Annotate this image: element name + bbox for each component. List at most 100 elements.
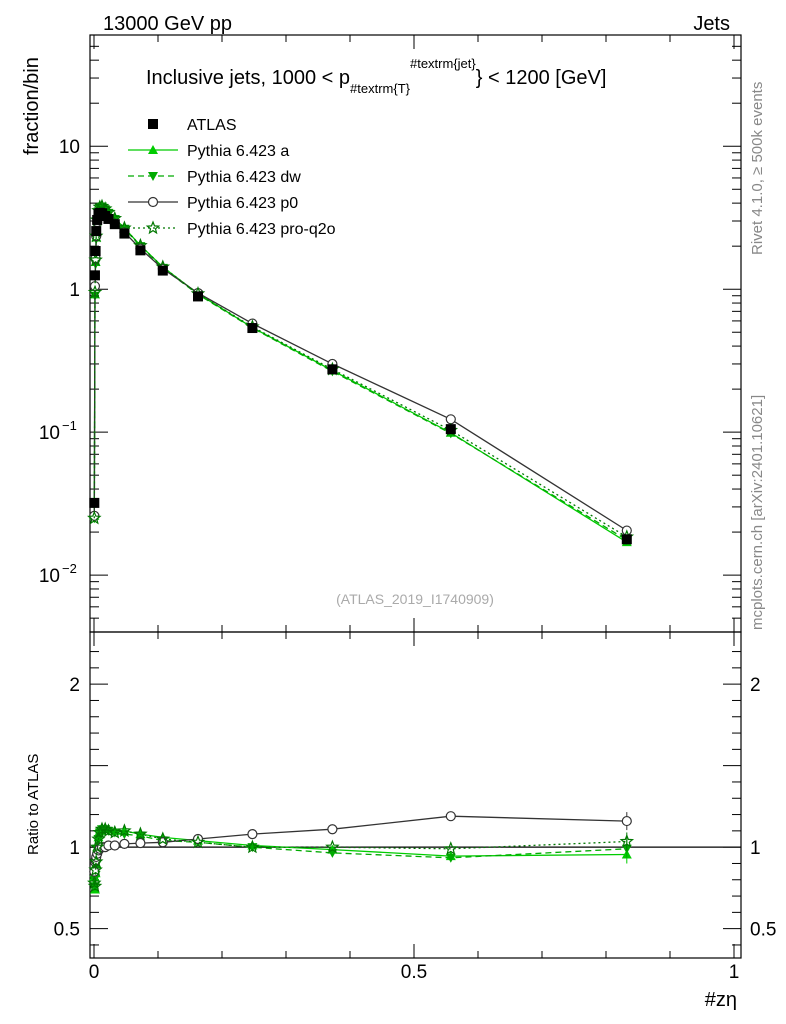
data-point: [119, 228, 130, 239]
y-tick-base: 10: [39, 423, 60, 444]
x-tick-label: 1: [729, 962, 740, 983]
legend-entry: Pythia 6.423 dw: [128, 169, 301, 186]
ratio-line: [93, 826, 627, 890]
ratio-point: [135, 837, 146, 849]
ratio-tick-label-right: 1: [750, 838, 761, 859]
data-point: [247, 323, 258, 334]
ratio-point: [87, 875, 102, 890]
x-axis-label: #zη: [705, 989, 737, 1011]
y-tick-exponent: −2: [62, 561, 77, 576]
series-layer: [87, 198, 635, 547]
ratio-point: [89, 839, 105, 854]
ratio-point: [88, 854, 104, 869]
title-prefix: Inclusive jets, 1000 < p: [146, 67, 350, 89]
data-point: [135, 245, 146, 256]
side-label-top: Rivet 4.1.0, ≥ 500k events: [749, 82, 766, 255]
ratio-point: [327, 824, 338, 835]
y-tick-label: 10: [59, 137, 80, 158]
ratio-point: [109, 840, 120, 851]
ratio-point: [621, 815, 632, 827]
ratio-series-pythia-6-423-a: [89, 822, 632, 894]
side-label-bottom: mcplots.cern.ch [arXiv:2401.10621]: [749, 395, 766, 630]
series-pythia-6-423-a: [89, 201, 632, 547]
legend: ATLAS Pythia 6.423 a Pythia 6.423 dw Pythia…: [128, 117, 336, 238]
y-tick-text: 1: [69, 280, 80, 301]
process-label: Jets: [693, 13, 730, 35]
x-tick-label: 0: [89, 962, 100, 983]
ratio-line: [93, 828, 627, 887]
data-point: [87, 284, 103, 299]
series-line: [93, 205, 628, 538]
legend-entry: Pythia 6.423 pro-q2o: [128, 220, 336, 238]
ratio-point: [107, 824, 123, 839]
data-point: [193, 291, 203, 302]
data-point: [103, 213, 114, 224]
ratio-point: [190, 834, 206, 849]
ratio-panel-frame: [89, 631, 742, 959]
y-tick-base: 10: [39, 566, 60, 587]
ratio-point: [101, 823, 116, 838]
ratio-point: [247, 829, 258, 840]
svg-text:Inclusive jets, 1000 < p#textr: Inclusive jets, 1000 < p#textrm{T} #textr…: [146, 56, 606, 96]
series-pythia-6-423-p0: [89, 207, 632, 536]
ratio-tick-label-left: 0.5: [54, 920, 80, 941]
ratio-line: [93, 815, 627, 872]
ratio-point: [619, 833, 635, 848]
ratio-point: [192, 833, 204, 845]
data-point: [445, 424, 456, 435]
data-point: [91, 226, 102, 237]
ratio-point: [245, 839, 260, 854]
y-tick-text: 10: [59, 137, 80, 158]
ratio-point: [119, 838, 130, 850]
ratio-series-pythia-6-423-p0: [89, 811, 632, 877]
x-tick-label: 0.5: [401, 962, 427, 983]
ratio-point: [155, 831, 171, 846]
y-tick-exponent: −1: [62, 418, 77, 433]
ratio-series-layer: [87, 811, 635, 894]
svg-text:10: 10: [39, 423, 60, 444]
data-point: [88, 252, 103, 267]
ratio-point: [89, 875, 100, 885]
data-point: [92, 214, 103, 225]
legend-marker: [147, 196, 159, 208]
legend-label: Pythia 6.423 a: [187, 143, 289, 160]
data-point: [157, 265, 168, 276]
svg-text:10: 10: [39, 566, 60, 587]
ratio-point: [445, 853, 456, 863]
data-point: [327, 364, 338, 375]
chart-title: Inclusive jets, 1000 < p#textrm{T} #textr…: [146, 56, 606, 96]
ratio-point: [445, 811, 456, 822]
ratio-tick-label-right: 2: [750, 675, 761, 696]
analysis-id: (ATLAS_2019_I1740909): [336, 591, 494, 607]
ratio-point: [117, 823, 132, 838]
y-axis-label: fraction/bin: [21, 57, 43, 155]
legend-label: Pythia 6.423 pro-q2o: [187, 221, 336, 238]
ratio-line: [93, 828, 627, 887]
legend-marker: [148, 172, 158, 181]
ratio-point: [88, 862, 103, 877]
data-point: [89, 270, 100, 281]
data-point: [621, 534, 632, 545]
y-tick-label: 10 −2: [39, 561, 77, 587]
legend-marker: [145, 220, 161, 235]
ratio-point: [443, 841, 459, 855]
legend-marker: [148, 145, 158, 154]
ratio-tick-label-right: 0.5: [750, 920, 776, 941]
series-line: [93, 212, 628, 532]
data-point: [89, 497, 100, 508]
title-superscript: #textrm{jet}: [410, 56, 476, 71]
ratio-tick-label-left: 2: [69, 675, 80, 696]
legend-entry: Pythia 6.423 p0: [128, 195, 298, 212]
title-subscript: #textrm{T}: [350, 81, 411, 96]
legend-entry: Pythia 6.423 a: [128, 143, 289, 160]
ratio-point: [87, 878, 103, 893]
legend-label: Pythia 6.423 dw: [187, 169, 301, 186]
legend-label: Pythia 6.423 p0: [187, 195, 298, 212]
y-tick-label: 1: [69, 280, 80, 301]
data-point: [109, 219, 120, 230]
series-pythia-6-423-pro-q2o: [87, 198, 635, 544]
ratio-point: [133, 826, 148, 841]
ratio-axis-label: Ratio to ATLAS: [25, 754, 42, 855]
